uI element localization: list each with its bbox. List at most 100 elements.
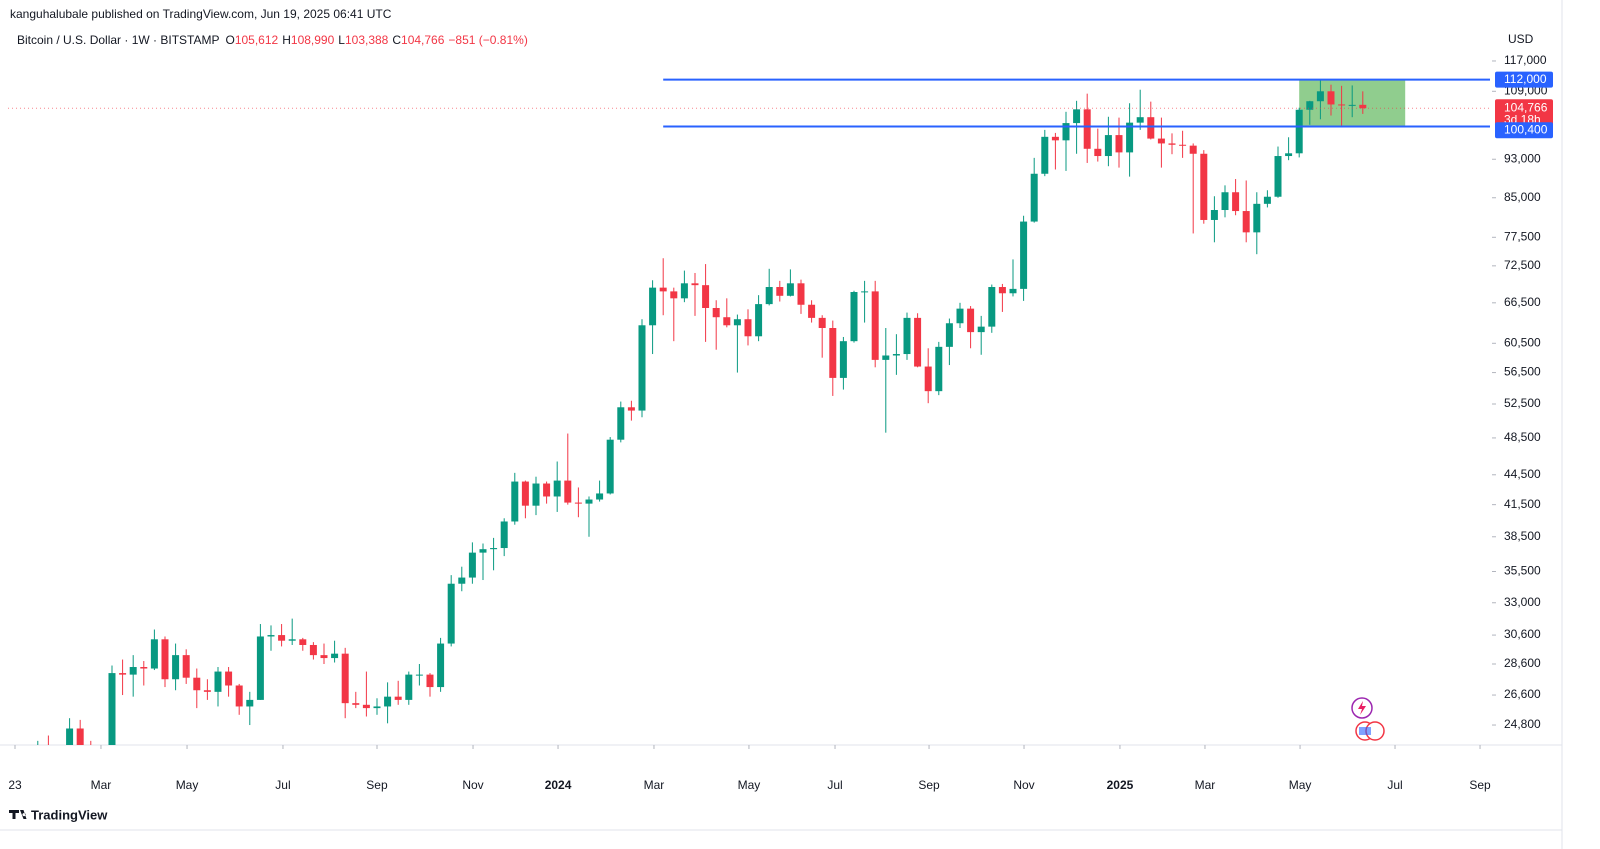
icon-bolt — [1358, 701, 1366, 715]
candle-body — [182, 655, 190, 678]
candle-body — [680, 283, 688, 299]
candle-body — [712, 307, 720, 318]
candle-body — [1020, 221, 1028, 289]
y-tick-label: 66,500 — [1504, 295, 1541, 309]
candle-body — [288, 639, 296, 641]
candle-body — [1157, 138, 1165, 144]
candle-body — [988, 287, 996, 327]
candle-body — [638, 325, 646, 411]
candle-body — [829, 328, 837, 378]
legend-key: O — [225, 33, 235, 47]
x-tick-label: May — [176, 778, 199, 792]
legend-key: H — [282, 33, 291, 47]
y-tick-label: 93,000 — [1504, 151, 1541, 165]
candle-body — [129, 667, 137, 675]
legend-value: 108,990 — [290, 33, 335, 47]
candle-body — [1189, 145, 1197, 154]
candle-body — [723, 317, 731, 326]
candle-body — [468, 552, 476, 578]
x-tick-label: Sep — [918, 778, 940, 792]
candle-body — [490, 548, 498, 550]
candle-body — [574, 502, 582, 504]
candle-body — [543, 483, 551, 497]
level-label: 112,000 — [1504, 72, 1547, 86]
candle-body — [1285, 153, 1293, 157]
last-price-box — [1495, 99, 1553, 130]
y-tick-label: 77,500 — [1504, 229, 1541, 243]
y-tick-label: 44,500 — [1504, 467, 1541, 481]
legend-key: C — [392, 33, 402, 47]
candle-body — [1316, 91, 1324, 102]
legend-value: 103,388 — [344, 33, 389, 47]
candle-body — [1210, 210, 1218, 220]
y-tick-label: 72,500 — [1504, 258, 1541, 272]
candle-body — [956, 308, 964, 324]
candle-body — [214, 671, 222, 692]
legend-value: 104,766 — [401, 33, 445, 47]
x-tick-label: May — [738, 778, 761, 792]
candle-body — [1051, 136, 1059, 141]
candle-body — [1295, 109, 1303, 154]
y-tick-label: 26,600 — [1504, 687, 1541, 701]
x-tick-label: 2024 — [545, 778, 572, 792]
candle-body — [66, 728, 74, 745]
candle-body — [1136, 117, 1144, 123]
candle-body — [1104, 135, 1112, 157]
x-tick-label: Mar — [91, 778, 112, 792]
candle-body — [914, 317, 922, 367]
candle-body — [426, 674, 434, 688]
x-tick-label: Nov — [1013, 778, 1034, 792]
candle-body — [373, 706, 381, 709]
legend-value: 105,612 — [234, 33, 279, 47]
candle-body — [1359, 104, 1367, 109]
candle-body — [733, 319, 741, 326]
last-price-label: 104,766 — [1504, 100, 1548, 114]
legend-change: −851 (−0.81%) — [448, 33, 528, 47]
candle-body — [320, 655, 328, 659]
level-label-box — [1495, 122, 1553, 139]
candle-body — [786, 283, 794, 296]
candle-body — [649, 287, 657, 326]
y-tick-label: 117,000 — [1504, 53, 1547, 67]
footer-logo: TradingView — [9, 807, 108, 822]
y-tick-label: 41,500 — [1504, 497, 1541, 511]
candle-body — [924, 366, 932, 392]
candle-body — [479, 549, 487, 553]
y-tick-label: 56,500 — [1504, 365, 1541, 379]
candle-body — [394, 696, 402, 700]
candle-body — [161, 639, 169, 680]
candle-body — [500, 521, 508, 549]
candle-body — [1030, 173, 1038, 222]
candle-body — [1094, 148, 1102, 157]
candle-body — [246, 699, 254, 707]
y-tick-label: 38,500 — [1504, 529, 1541, 543]
candle-body — [617, 407, 625, 440]
candle-body — [808, 304, 816, 318]
candle-body — [585, 499, 593, 504]
x-tick-label: Sep — [366, 778, 388, 792]
x-tick-label: Sep — [1469, 778, 1491, 792]
overlay-icons — [1351, 697, 1385, 741]
candle-body — [1338, 104, 1346, 106]
candle-body — [1126, 122, 1134, 153]
candle-body — [871, 291, 879, 360]
candle-body — [150, 639, 158, 669]
candle-body — [861, 291, 869, 293]
x-tick-label: Mar — [644, 778, 665, 792]
logo-mark — [9, 810, 27, 819]
candle-body — [776, 287, 784, 296]
icon-flag-fill — [1359, 727, 1371, 735]
y-tick-label: 52,500 — [1504, 396, 1541, 410]
candle-body — [850, 292, 858, 342]
candle-body — [1348, 104, 1356, 106]
candle-body — [659, 287, 667, 292]
candle-body — [839, 341, 847, 378]
x-tick-label: Nov — [462, 778, 483, 792]
candle-body — [606, 439, 614, 494]
currency-label: USD — [1508, 32, 1534, 46]
candle-body — [1115, 135, 1123, 153]
